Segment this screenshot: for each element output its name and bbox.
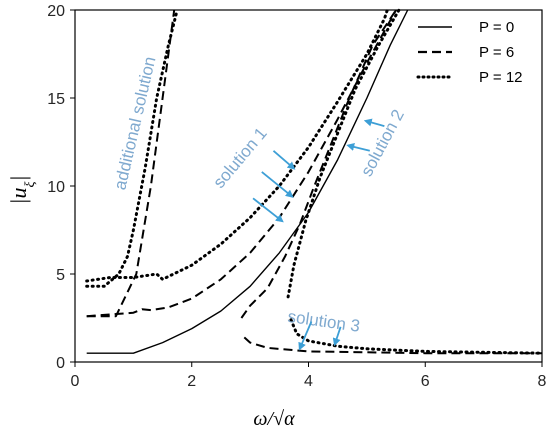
annotation-arrow <box>363 118 385 128</box>
annotation-arrow <box>261 171 294 198</box>
series-line <box>286 8 401 299</box>
y-tick-label: 10 <box>47 179 65 196</box>
series-line <box>85 8 179 288</box>
annotation-arrow <box>298 321 313 351</box>
annotations-layer: additional solution solution 1 solution 2s… <box>110 55 408 351</box>
legend: P = 0 P = 6 P = 12 <box>416 19 523 86</box>
series-dashed <box>86 9 542 355</box>
x-axis-label-text: ω/√α <box>253 408 295 430</box>
series-line <box>86 9 397 318</box>
series-line <box>289 318 544 355</box>
legend-label-p0: P = 0 <box>479 19 514 36</box>
annotation-label: solution 1 <box>209 124 270 192</box>
series-line <box>240 9 397 319</box>
y-tick-label: 15 <box>47 91 65 108</box>
series-dotted <box>85 8 544 355</box>
x-tick-label: 0 <box>71 373 80 390</box>
legend-label-p12: P = 12 <box>479 69 523 86</box>
series-line <box>85 8 389 283</box>
legend-label-p6: P = 6 <box>479 44 514 61</box>
axes-layer: 0 2 4 6 8 0 5 10 15 20 <box>47 3 546 390</box>
series-layer <box>85 8 544 355</box>
x-tick-label: 2 <box>187 373 196 390</box>
y-tick-label: 20 <box>47 3 65 20</box>
series-line <box>86 9 176 318</box>
series-line <box>243 336 542 355</box>
x-tick-label: 6 <box>421 373 430 390</box>
series-line <box>86 9 409 354</box>
x-tick-label: 4 <box>304 373 313 390</box>
x-tick-label: 8 <box>538 373 547 390</box>
annotation-arrow <box>346 143 371 152</box>
annotation-arrow <box>272 150 296 170</box>
annotation-label: solution 3 <box>287 307 362 336</box>
series-solid <box>86 9 409 354</box>
y-axis-label-text: |uξ| <box>6 175 38 204</box>
y-tick-label: 5 <box>56 267 65 284</box>
y-tick-label: 0 <box>56 355 65 372</box>
y-axis-label: |uξ| <box>6 175 38 204</box>
annotation-arrow <box>332 326 342 347</box>
annotation-arrow <box>252 197 284 223</box>
annotation-label: solution 2 <box>357 106 408 179</box>
x-axis-label: ω/√α <box>253 408 295 430</box>
